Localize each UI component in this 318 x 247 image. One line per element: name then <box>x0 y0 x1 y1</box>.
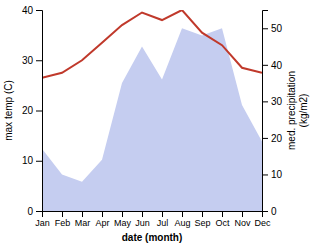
tick-label: 10 <box>22 155 34 166</box>
tick-mark <box>36 161 42 162</box>
tick-mark <box>36 60 42 61</box>
tick-label: Jul <box>157 218 169 228</box>
tick: 0 <box>27 206 42 217</box>
tick: 30 <box>22 55 42 66</box>
tick-mark <box>262 101 268 102</box>
x-axis-title: date (month) <box>122 232 183 243</box>
tick-label: 20 <box>271 133 283 144</box>
tick-mark <box>262 211 268 212</box>
tick: Dec <box>254 211 271 228</box>
tick-label: Aug <box>174 218 190 228</box>
tick-label: 0 <box>271 206 277 217</box>
tick-mark <box>262 28 268 29</box>
tick-label: 50 <box>271 23 283 34</box>
tick: May <box>114 211 132 228</box>
tick: 20 <box>262 133 283 144</box>
tick-mark <box>262 65 268 66</box>
tick-label: Mar <box>75 218 91 228</box>
x-axis: Jan Feb Mar Apr MayJun Jul Aug Sep Oct NovDec <box>35 211 271 228</box>
tick: Feb <box>55 211 71 228</box>
y2-axis-line <box>263 11 269 212</box>
tick-label: 30 <box>271 96 283 107</box>
tick-mark <box>82 211 83 217</box>
tick: Jun <box>135 211 150 228</box>
temperature-line <box>42 10 262 78</box>
tick: 10 <box>262 169 283 180</box>
tick: 40 <box>22 5 42 16</box>
tick-mark <box>36 10 42 11</box>
tick-label: Dec <box>254 218 271 228</box>
tick-mark <box>162 211 163 217</box>
tick: 10 <box>22 155 42 166</box>
tick-label: Jan <box>35 218 50 228</box>
x-axis-line <box>43 212 263 218</box>
tick-label: 20 <box>22 105 34 116</box>
tick: Jul <box>157 211 169 228</box>
tick-mark <box>242 211 243 217</box>
chart: JanFebMarAprMayJunJulAugSepOctNovDec0102… <box>0 0 318 247</box>
tick: 0 <box>262 206 277 217</box>
tick: Aug <box>174 211 190 228</box>
tick-mark <box>36 111 42 112</box>
tick-label: 10 <box>271 169 283 180</box>
tick: 40 <box>262 60 283 71</box>
tick-mark <box>262 138 268 139</box>
tick: Sep <box>194 211 210 228</box>
tick-mark <box>62 211 63 217</box>
y-axis-title: max temp (C) <box>3 80 14 141</box>
tick-mark <box>202 211 203 217</box>
tick: Jan <box>35 211 50 228</box>
y2-axis-title: med. precipitation(kg/m2) <box>286 71 309 150</box>
tick: Oct <box>215 211 230 228</box>
tick-mark <box>102 211 103 217</box>
plot: JanFebMarAprMayJunJulAugSepOctNovDec0102… <box>3 5 309 243</box>
tick-label: 40 <box>271 60 283 71</box>
tick: Apr <box>95 211 109 228</box>
y-axis-line <box>36 11 43 212</box>
marks <box>42 10 262 211</box>
tick: 50 <box>262 23 283 34</box>
tick: Nov <box>234 211 251 228</box>
tick-mark <box>122 211 123 217</box>
tick-mark <box>182 211 183 217</box>
tick-label: Nov <box>234 218 251 228</box>
tick-label: Apr <box>95 218 109 228</box>
tick-mark <box>142 211 143 217</box>
tick-label: 0 <box>27 206 33 217</box>
tick-mark <box>36 211 42 212</box>
tick-label: Oct <box>215 218 230 228</box>
tick-label: May <box>114 218 132 228</box>
y-axis: 0 10 20 30 40 <box>22 5 43 217</box>
tick: 30 <box>262 96 283 107</box>
precipitation-area <box>42 28 262 211</box>
tick-mark <box>262 174 268 175</box>
tick: 20 <box>22 105 42 116</box>
tick-label: Feb <box>55 218 71 228</box>
tick-mark <box>222 211 223 217</box>
tick-label: Sep <box>194 218 210 228</box>
tick-label: 30 <box>22 55 34 66</box>
tick-label: Jun <box>135 218 150 228</box>
tick-label: 40 <box>22 5 34 16</box>
y2-axis: 0 10 20 30 40 50 <box>262 11 283 217</box>
tick: Mar <box>75 211 91 228</box>
